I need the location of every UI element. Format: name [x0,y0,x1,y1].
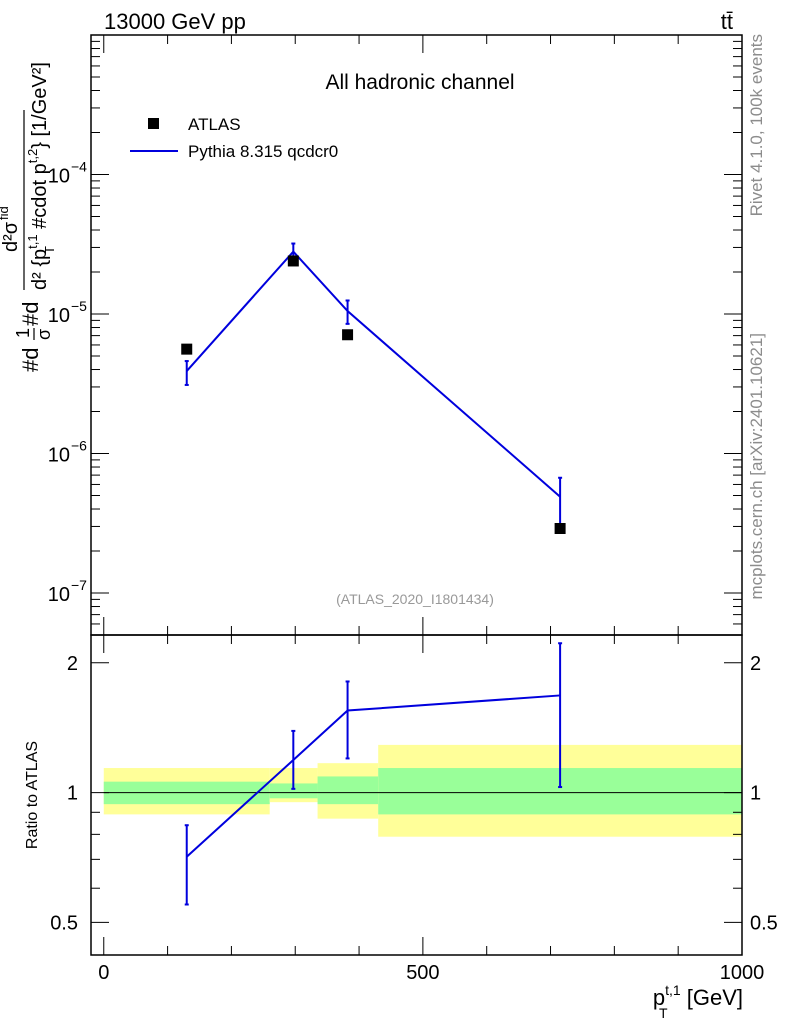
svg-text:pt,1 [GeV]: pt,1 [GeV] [653,982,743,1010]
x-tick-labels: 0 500 1000 [98,962,764,984]
pythia-series-line [185,250,561,498]
ratio-y-tick-label-right: 0.5 [750,912,778,934]
ratio-band-inner [317,776,379,805]
ratio-plot-panel: 0.5 0.5 1 1 2 2 0 500 1000 Ratio to ATLAS pt,1 … [24,634,778,1021]
ratio-y-tick-label: 1 [67,783,78,805]
y-label-prefix: #d [18,348,43,372]
svg-text:#d: #d [18,348,43,372]
y-label-denominator: d² {pt,1 #cdot pt,2} [1/GeV²] [25,62,51,290]
y-tick-label: 10 [48,445,70,467]
y-tick-label: 10 [48,584,70,606]
header-energy-label: 13000 GeV pp [104,9,246,34]
mcplots-label: mcplots.cern.ch [arXiv:2401.10621] [747,333,766,599]
y-tick-label-exponent: −5 [71,298,87,314]
y-tick-label-exponent: −4 [71,159,87,175]
y-tick-label-exponent: −6 [71,438,87,454]
x-axis-label: pt,1 [GeV] T [653,982,743,1021]
y-tick-label: 10 [48,305,70,327]
x-tick-label: 0 [98,962,109,984]
plot-title: All hadronic channel [325,71,514,94]
legend-atlas-marker [148,118,159,129]
ratio-plot-ticks [91,635,743,955]
ratio-band-inner [269,783,318,799]
legend: ATLAS Pythia 8.315 qcdcr0 [130,115,338,161]
y-tick-label: 10 [48,166,70,188]
ratio-y-tick-label-right: 2 [750,653,761,675]
x-tick-label: 1000 [720,962,765,984]
main-plot-data [181,242,566,535]
atlas-data-point [342,329,354,341]
ratio-uncertainty-bands [103,744,742,837]
ratio-pythia-line [186,694,561,858]
x-label-unit: [GeV] [681,985,743,1010]
y-label-denominator-sub: T [42,246,57,254]
ratio-y-tick-label: 2 [67,653,78,675]
legend-atlas-label: ATLAS [188,115,241,134]
ratio-y-tick-label-right: 1 [750,783,761,805]
x-label-sup: t,1 [665,982,681,998]
x-label-sub: T [659,1005,668,1021]
x-label-main: p [653,985,665,1010]
y-label-sigma: σ [34,329,54,340]
main-y-axis-label: #d 1 σ #d d²σ fid d² {pt,1 #cdot pt,2} [… [0,62,57,372]
atlas-data-point [554,523,566,535]
y-tick-label-exponent: −7 [71,577,87,593]
ratio-y-axis-label: Ratio to ATLAS [24,741,41,849]
legend-pythia-label: Pythia 8.315 qcdcr0 [188,142,338,161]
y-label-hash-d: #d [18,302,43,326]
ratio-plot-frame [90,634,743,956]
header-process-label: tt̄ [721,9,733,34]
main-plot-panel: 10−710−610−510−4 All hadronic channel (A… [0,34,743,636]
atlas-data-point [287,255,299,267]
main-plot-ticks [91,34,743,636]
analysis-watermark: (ATLAS_2020_I1801434) [336,591,494,607]
ratio-y-tick-label: 0.5 [50,912,78,934]
y-label-numerator-sup: fid [0,206,11,220]
main-plot-y-tick-labels: 10−710−610−510−4 [48,159,87,607]
rivet-version-label: Rivet 4.1.0, 100k events [747,34,766,216]
x-tick-label: 500 [406,962,439,984]
y-label-one: 1 [13,328,33,338]
ratio-plot-data [184,642,563,906]
atlas-data-point [181,343,193,355]
y-label-numerator: d²σ [0,221,22,252]
ratio-y-tick-labels: 0.5 0.5 1 1 2 2 [50,653,778,935]
